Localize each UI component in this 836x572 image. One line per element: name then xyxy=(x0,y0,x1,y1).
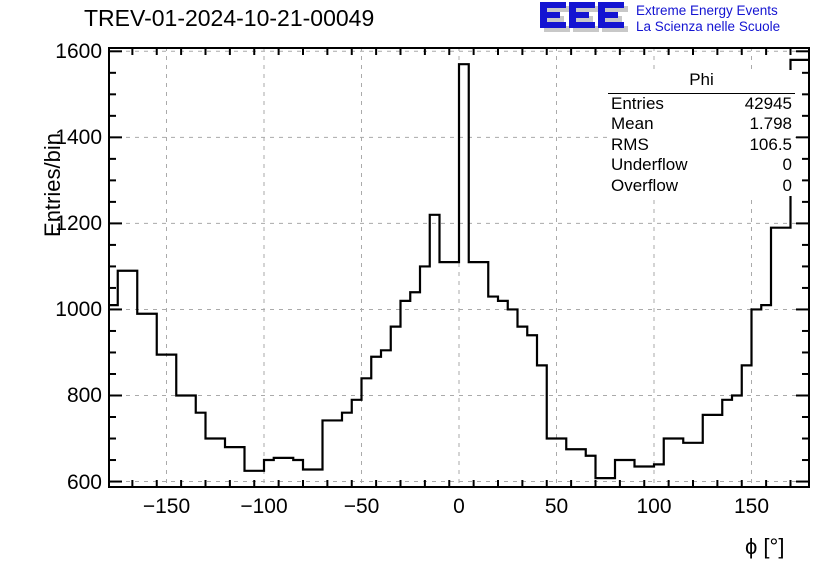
stats-row-value: 42945 xyxy=(744,93,792,113)
x-tick-label: 0 xyxy=(453,495,465,518)
y-tick-label: 1200 xyxy=(55,212,102,236)
eee-logo-line2: La Scienza nelle Scuole xyxy=(636,18,781,34)
plot-frame xyxy=(108,47,810,488)
x-axis-title-text: ϕ [°] xyxy=(745,534,785,559)
y-tick-label: 1400 xyxy=(55,126,102,150)
stats-row-key: Mean xyxy=(611,114,654,133)
x-tick-label: 100 xyxy=(636,495,672,518)
eee-logo-text: Extreme Energy Events La Scienza nelle S… xyxy=(636,3,780,34)
stats-row: Underflow 0 xyxy=(608,155,795,176)
stats-row-value: 0 xyxy=(782,155,792,174)
y-tick-label: 800 xyxy=(66,384,102,408)
stats-row-key: Overflow xyxy=(611,175,679,195)
y-axis-tick-labels: 600 800 1000 1200 1400 1600 xyxy=(0,40,102,493)
page-title: TREV-01-2024-10-21-00049 xyxy=(84,5,375,31)
stats-row: Mean 1.798 xyxy=(608,114,795,135)
stats-row-value: 1.798 xyxy=(749,114,792,133)
x-tick-label: 150 xyxy=(733,495,770,518)
stats-box: Phi Entries 42945 Mean 1.798 RMS 106.5 Underfl… xyxy=(608,70,795,196)
stats-row: Entries 42945 xyxy=(608,94,795,115)
stats-title: Phi xyxy=(608,70,795,94)
x-tick-label: −150 xyxy=(142,495,191,518)
stats-row: RMS 106.5 xyxy=(608,135,795,156)
histogram-outline xyxy=(108,58,810,488)
stats-row-value: 0 xyxy=(782,175,792,195)
eee-logo-mark xyxy=(540,2,628,32)
stats-row-value: 106.5 xyxy=(749,134,792,154)
x-tick-label: 50 xyxy=(544,495,569,518)
eee-logo-line1: Extreme Energy Events xyxy=(636,3,778,18)
stats-row-key: Entries xyxy=(611,93,664,113)
x-tick-label: −100 xyxy=(240,495,288,518)
x-axis-tick-labels: −150 −100 −50 0 50 100 150 xyxy=(108,495,810,525)
stats-row-key: RMS xyxy=(611,134,649,154)
x-axis-title: ϕ [°] xyxy=(745,534,784,560)
y-tick-label: 1600 xyxy=(55,40,102,64)
stats-row-key: Underflow xyxy=(611,155,688,174)
eee-logo: Extreme Energy Events La Scienza nelle S… xyxy=(540,2,836,38)
y-tick-label: 600 xyxy=(66,470,102,494)
x-tick-label: −50 xyxy=(343,495,380,518)
y-tick-label: 1000 xyxy=(55,298,102,322)
stats-row: Overflow 0 xyxy=(608,176,795,197)
